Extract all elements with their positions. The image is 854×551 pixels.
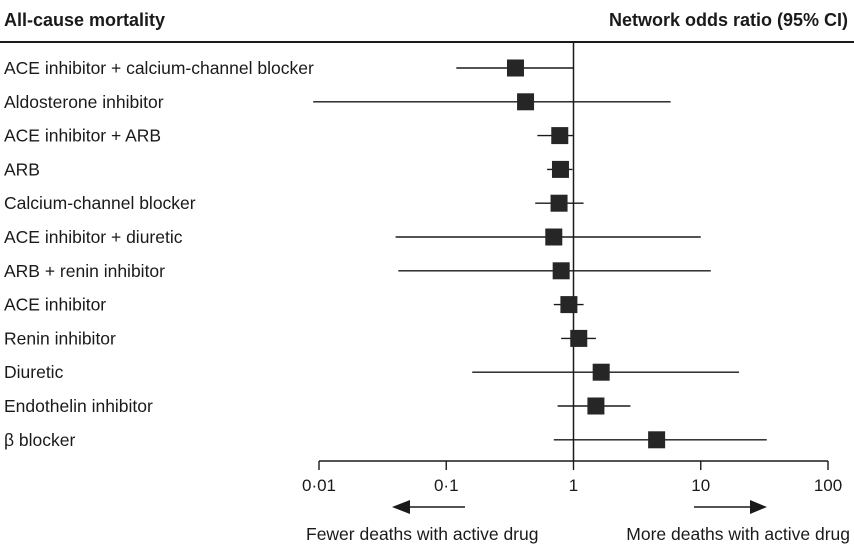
point-estimate	[570, 329, 588, 347]
right-arrow-head	[750, 500, 767, 514]
x-tick-label: 1	[569, 476, 578, 495]
x-tick-label: 0·01	[302, 476, 336, 495]
annotation-right: More deaths with active drug	[626, 524, 850, 544]
point-estimate	[560, 296, 578, 314]
annotation-left: Fewer deaths with active drug	[306, 524, 538, 544]
row-label: Aldosterone inhibitor	[4, 92, 164, 112]
row-label: Calcium-channel blocker	[4, 193, 196, 213]
point-estimate	[517, 93, 535, 111]
point-estimate	[550, 194, 568, 212]
row-label: ARB	[4, 159, 40, 179]
effect-measure-title: Network odds ratio (95% CI)	[608, 10, 848, 30]
header-rule	[0, 41, 854, 43]
point-estimate	[551, 127, 569, 145]
row-label: ACE inhibitor	[4, 295, 106, 315]
point-estimate	[592, 363, 610, 381]
row-label: ACE inhibitor + diuretic	[4, 227, 183, 247]
chart-title: All-cause mortality	[4, 10, 166, 30]
point-estimate	[545, 228, 563, 246]
point-estimate	[552, 262, 570, 280]
x-tick-label: 10	[691, 476, 710, 495]
point-estimate	[506, 59, 524, 77]
point-estimate	[648, 431, 666, 449]
x-tick-label: 100	[814, 476, 842, 495]
row-label: ARB + renin inhibitor	[4, 261, 165, 281]
row-label: Renin inhibitor	[4, 328, 116, 348]
point-estimate	[587, 397, 605, 415]
row-label: ACE inhibitor + calcium-channel blocker	[4, 58, 314, 78]
x-tick-label: 0·1	[434, 476, 459, 495]
point-estimate	[551, 160, 569, 178]
row-label: Diuretic	[4, 362, 64, 382]
row-label: β blocker	[4, 430, 76, 450]
left-arrow-head	[392, 500, 410, 514]
row-label: Endothelin inhibitor	[4, 396, 153, 416]
row-label: ACE inhibitor + ARB	[4, 126, 161, 146]
